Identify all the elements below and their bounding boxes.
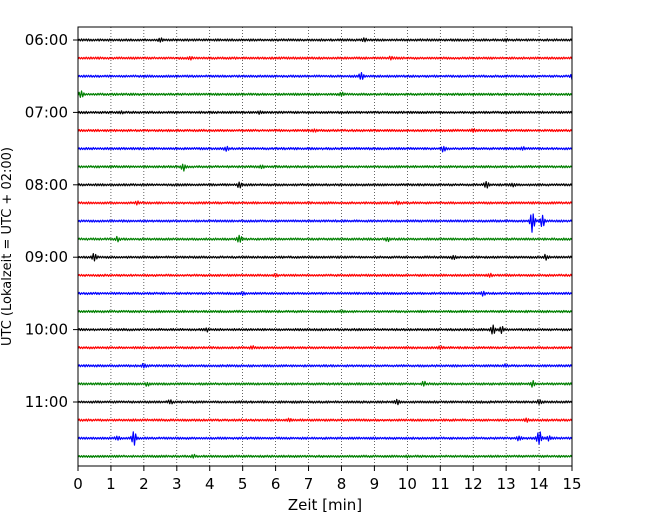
y-tick-label: 11:00 xyxy=(25,393,68,411)
trace-line xyxy=(77,145,573,153)
trace-line xyxy=(77,290,573,297)
x-tick-label: 8 xyxy=(337,475,347,493)
x-tick-label: 12 xyxy=(464,475,483,493)
x-tick-label: 3 xyxy=(172,475,182,493)
x-tick-label: 13 xyxy=(497,475,516,493)
y-tick-label: 10:00 xyxy=(25,321,68,339)
trace-line xyxy=(77,128,573,134)
trace-line xyxy=(77,213,573,233)
x-tick-label: 10 xyxy=(398,475,417,493)
trace-line xyxy=(77,252,573,262)
trace-line xyxy=(77,37,573,43)
trace-line xyxy=(77,90,573,99)
x-tick-label: 5 xyxy=(238,475,248,493)
trace-line xyxy=(77,71,573,80)
x-tick-label: 14 xyxy=(530,475,549,493)
y-tick-label: 06:00 xyxy=(25,31,68,49)
trace-line xyxy=(77,324,573,335)
trace-line xyxy=(77,417,573,423)
trace-line xyxy=(77,272,573,278)
trace-line xyxy=(77,398,573,406)
plot-frame xyxy=(77,26,573,467)
trace-line xyxy=(77,110,573,115)
trace-line xyxy=(77,55,573,61)
trace-line xyxy=(77,431,573,446)
trace-line xyxy=(77,234,573,243)
x-tick-label: 2 xyxy=(139,475,149,493)
x-tick-label: 11 xyxy=(431,475,450,493)
trace-line xyxy=(77,345,573,351)
trace-line xyxy=(77,200,573,206)
x-tick-label: 9 xyxy=(370,475,380,493)
y-tick-label: 08:00 xyxy=(25,176,68,194)
trace-line xyxy=(77,362,573,369)
trace-line xyxy=(77,453,573,459)
x-tick-label: 7 xyxy=(304,475,314,493)
x-tick-label: 4 xyxy=(205,475,215,493)
x-axis-label: Zeit [min] xyxy=(288,496,362,514)
trace-line xyxy=(77,163,573,172)
y-axis-label: UTC (Lokalzeit = UTC + 02:00) xyxy=(0,147,15,346)
x-tick-label: 6 xyxy=(271,475,281,493)
y-tick-label: 09:00 xyxy=(25,248,68,266)
x-tick-label: 1 xyxy=(106,475,116,493)
trace-line xyxy=(77,380,573,388)
x-tick-label: 15 xyxy=(562,475,581,493)
y-tick-label: 07:00 xyxy=(25,103,68,121)
y-axis-ticks: 06:00 07:00 08:00 09:00 10:00 11:00 xyxy=(25,31,78,411)
traces xyxy=(77,37,573,459)
trace-line xyxy=(77,180,573,189)
x-axis-ticks: 0 1 2 3 4 5 6 7 8 9 10 11 12 13 14 15 xyxy=(73,466,582,493)
trace-line xyxy=(77,309,573,314)
x-tick-label: 0 xyxy=(73,475,83,493)
